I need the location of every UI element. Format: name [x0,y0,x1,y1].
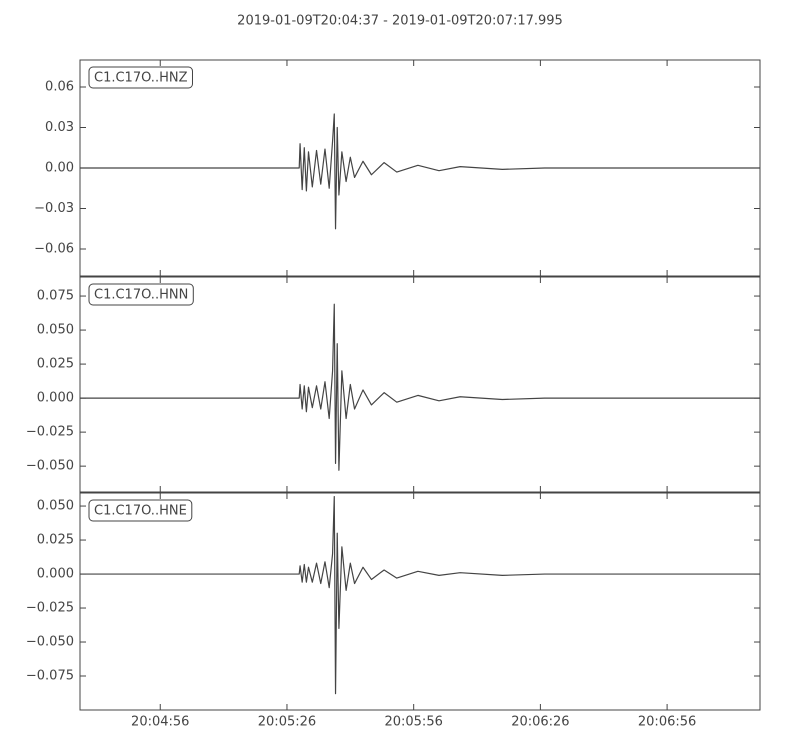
x-tick-label: 20:05:26 [258,715,316,730]
legend-label: C1.C17O..HNN [94,288,188,303]
waveform [80,113,760,230]
y-tick-label: −0.03 [34,201,74,216]
x-tick-label: 20:06:56 [638,715,696,730]
y-tick-label: −0.075 [26,669,74,684]
y-tick-label: −0.06 [34,242,74,257]
plot-area [80,113,760,230]
legend-box [88,66,193,89]
plot-area [80,495,760,695]
legend-label: C1.C17O..HNE [94,504,187,519]
y-tick-label: 0.050 [37,323,74,338]
y-tick-label: 0.00 [45,161,74,176]
plot-area [80,303,760,471]
chart-title: 2019-01-09T20:04:37 - 2019-01-09T20:07:1… [237,14,563,29]
y-tick-label: 0.000 [37,391,74,406]
y-tick-label: −0.025 [26,601,74,616]
panel-frame [79,492,761,711]
y-tick-label: −0.025 [26,425,74,440]
y-tick-label: 0.025 [37,533,74,548]
y-tick-label: −0.050 [26,459,74,474]
y-tick-label: 0.075 [37,289,74,304]
legend-box [88,499,193,522]
x-tick-label: 20:04:56 [131,715,189,730]
legend-label: C1.C17O..HNZ [94,71,188,86]
y-tick-label: 0.03 [45,120,74,135]
legend-box [88,283,194,306]
x-tick-label: 20:05:56 [384,715,442,730]
y-tick-label: −0.050 [26,635,74,650]
y-tick-label: 0.050 [37,499,74,514]
panel-frame [79,276,761,493]
x-tick-label: 20:06:26 [511,715,569,730]
legend: C1.C17O..HNE [88,499,193,522]
y-tick-label: 0.025 [37,357,74,372]
waveform [80,303,760,471]
legend: C1.C17O..HNN [88,283,194,306]
y-tick-label: 0.06 [45,80,74,95]
legend: C1.C17O..HNZ [88,66,193,89]
y-tick-label: 0.000 [37,567,74,582]
waveform [80,495,760,695]
